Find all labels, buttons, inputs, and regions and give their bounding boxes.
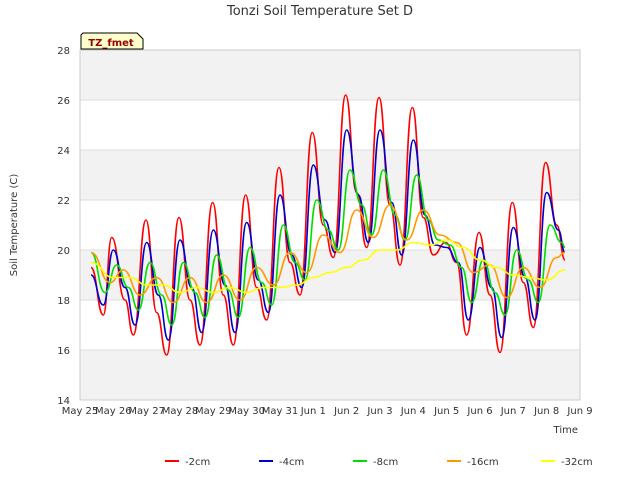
legend-item: -4cm — [259, 457, 304, 468]
x-tick-label: Jun 6 — [466, 406, 492, 417]
y-tick-label: 16 — [57, 346, 70, 357]
series-layer — [90, 94, 566, 356]
plot-bands — [80, 50, 580, 400]
plot-band — [80, 150, 580, 200]
legend-item: -2cm — [165, 457, 210, 468]
x-tick-label: Jun 1 — [300, 406, 326, 417]
x-tick-label: May 30 — [228, 406, 265, 417]
x-tick-label: Jun 3 — [366, 406, 392, 417]
series-line-8cm — [90, 169, 566, 326]
plot-band — [80, 350, 580, 400]
series-line-32cm — [90, 239, 566, 294]
y-tick-label: 18 — [57, 296, 70, 307]
x-tick-label: Jun 7 — [500, 406, 526, 417]
legend-label: -16cm — [467, 457, 499, 468]
x-tick-label: May 29 — [195, 406, 232, 417]
x-tick-label: Jun 9 — [566, 406, 592, 417]
x-axis-label: Time — [553, 425, 578, 436]
x-tick-label: May 28 — [162, 406, 199, 417]
legend-label: -32cm — [561, 457, 593, 468]
x-tick-label: Jun 2 — [333, 406, 359, 417]
plot-frame — [79, 49, 581, 401]
x-tick-label: May 26 — [95, 406, 132, 417]
legend-item: -16cm — [447, 457, 499, 468]
plot-area — [80, 50, 580, 400]
x-tick-label: May 31 — [262, 406, 299, 417]
legend-label: -8cm — [373, 457, 398, 468]
legend-item: -32cm — [541, 457, 593, 468]
y-tick-label: 26 — [57, 96, 70, 107]
legend-label: -2cm — [185, 457, 210, 468]
legend-item: -8cm — [353, 457, 398, 468]
y-axis-label: Soil Temperature (C) — [9, 174, 20, 277]
y-tick-label: 20 — [57, 246, 70, 257]
x-tick-label: Jun 5 — [433, 406, 459, 417]
x-tick-label: Jun 4 — [400, 406, 426, 417]
y-tick-label: 14 — [57, 396, 70, 407]
legend-label: -4cm — [279, 457, 304, 468]
annotation-label: TZ_fmet — [88, 38, 134, 49]
annotation-box: TZ_fmet — [80, 32, 144, 50]
plot-band — [80, 50, 580, 100]
y-tick-label: 24 — [57, 146, 70, 157]
chart-title: Tonzi Soil Temperature Set D — [226, 4, 413, 19]
x-tick-label: Jun 8 — [533, 406, 559, 417]
y-tick-labels: 14 16 18 20 22 24 26 28 — [57, 46, 70, 407]
y-tick-label: 28 — [57, 46, 70, 57]
x-tick-label: May 27 — [128, 406, 165, 417]
legend: -2cm -4cm -8cm -16cm -32cm — [165, 457, 593, 468]
x-tick-label: May 25 — [62, 406, 99, 417]
y-tick-label: 22 — [57, 196, 70, 207]
